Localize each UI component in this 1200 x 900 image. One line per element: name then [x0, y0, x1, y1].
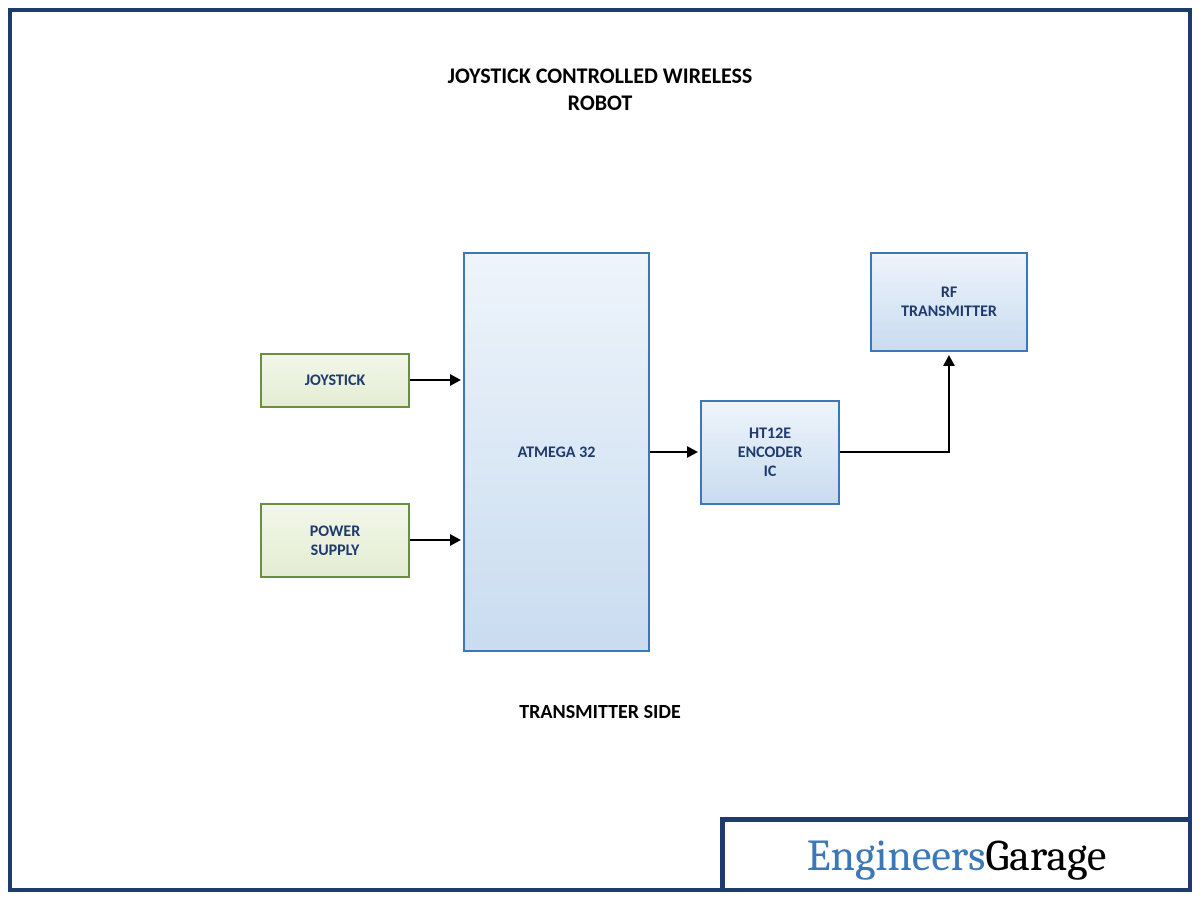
block-rf-tx-label: RF TRANSMITTER [901, 283, 997, 321]
arrowhead-icon [450, 374, 461, 386]
edge-joystick-atmega [410, 379, 450, 381]
edge-encoder-rf-v [948, 365, 950, 453]
edge-atmega-encoder [650, 451, 687, 453]
brand-part2: Garage [985, 830, 1106, 881]
brand-box: EngineersGarage [720, 817, 1188, 888]
block-power-supply-label: POWER SUPPLY [310, 522, 360, 560]
block-power-supply: POWER SUPPLY [260, 503, 410, 578]
subtitle: TRANSMITTER SIDE [0, 700, 1200, 724]
block-encoder: HT12E ENCODER IC [700, 400, 840, 505]
block-encoder-label: HT12E ENCODER IC [738, 424, 802, 481]
block-joystick: JOYSTICK [260, 353, 410, 408]
brand-part1: Engineers [807, 830, 986, 881]
arrowhead-icon [687, 446, 698, 458]
arrowhead-icon [450, 534, 461, 546]
title-line1: JOYSTICK CONTROLLED WIRELESS [0, 62, 1200, 89]
edge-encoder-rf-h [840, 451, 950, 453]
edge-power-atmega [410, 539, 450, 541]
block-atmega: ATMEGA 32 [463, 252, 650, 652]
subtitle-text: TRANSMITTER SIDE [519, 700, 680, 724]
block-joystick-label: JOYSTICK [305, 371, 366, 390]
title-line2: ROBOT [0, 89, 1200, 116]
diagram-title: JOYSTICK CONTROLLED WIRELESS ROBOT [0, 62, 1200, 116]
block-atmega-label: ATMEGA 32 [518, 443, 596, 462]
arrowhead-icon [943, 355, 955, 366]
block-rf-transmitter: RF TRANSMITTER [870, 252, 1028, 352]
